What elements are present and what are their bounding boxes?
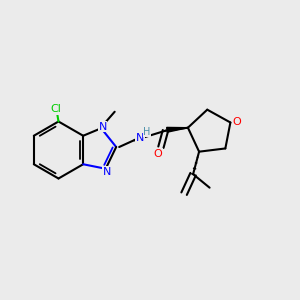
Text: O: O xyxy=(232,118,242,128)
Text: H: H xyxy=(143,127,151,137)
Text: N: N xyxy=(98,122,107,132)
Polygon shape xyxy=(167,128,188,132)
Text: Cl: Cl xyxy=(50,104,61,115)
Text: N: N xyxy=(136,133,144,143)
Text: N: N xyxy=(103,167,111,177)
Text: O: O xyxy=(154,149,162,159)
